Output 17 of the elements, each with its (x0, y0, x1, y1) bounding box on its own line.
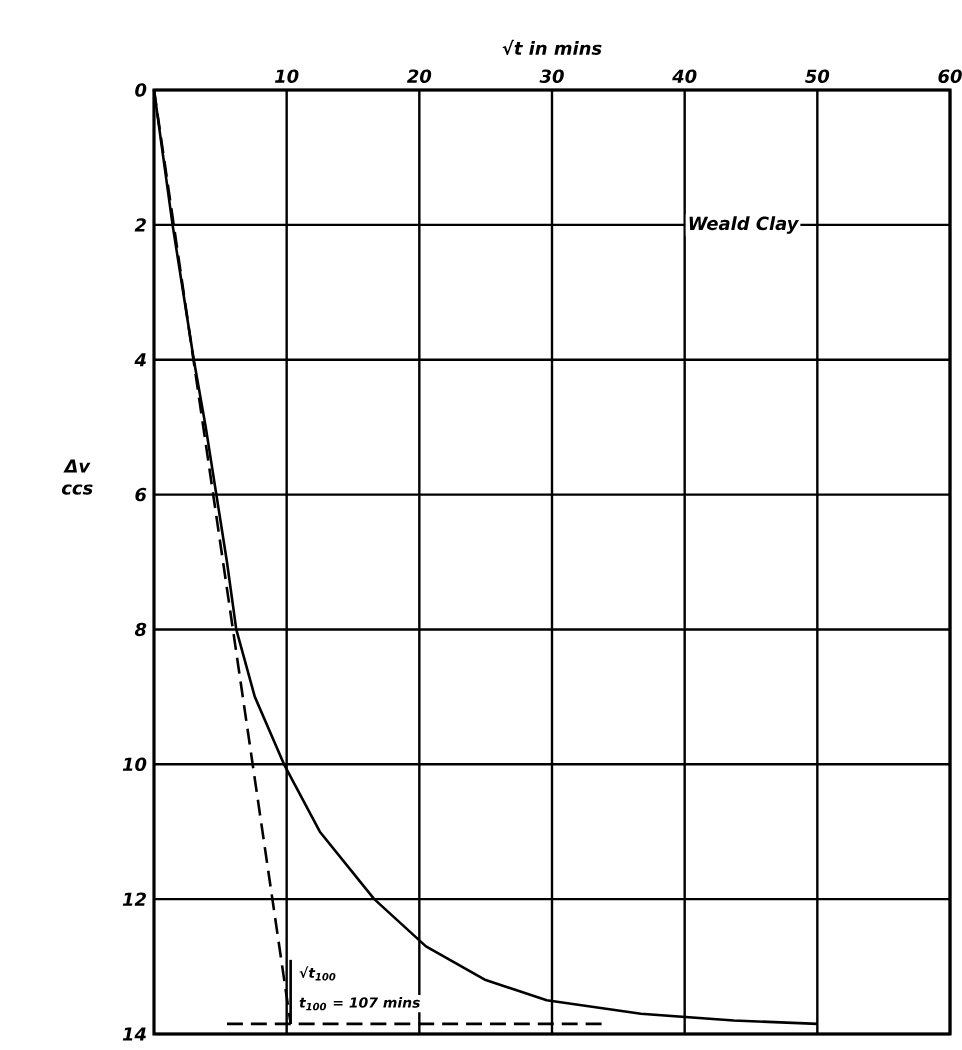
y-tick-label: 8 (134, 622, 147, 637)
y-tick-label: 0 (135, 83, 147, 97)
x-tick-label: 60 (938, 69, 962, 83)
y-tick-label: 14 (122, 1027, 146, 1041)
annotation: Weald Clay (689, 216, 800, 234)
y-tick-label: 4 (134, 353, 146, 367)
y-tick-label: 12 (122, 892, 146, 906)
x-tick-label: 30 (539, 69, 564, 83)
x-tick-label: 40 (672, 69, 697, 83)
x-tick-label: 20 (406, 69, 432, 83)
y-tick-label: 6 (135, 487, 147, 502)
y-tick-label: 2 (134, 218, 146, 232)
y-axis-title: Δv ccs (61, 459, 93, 495)
x-tick-label: 50 (805, 69, 830, 83)
y-tick-label: 10 (122, 757, 147, 772)
x-tick-label: 10 (274, 69, 299, 83)
x-axis-title: √t in mins (502, 39, 602, 56)
